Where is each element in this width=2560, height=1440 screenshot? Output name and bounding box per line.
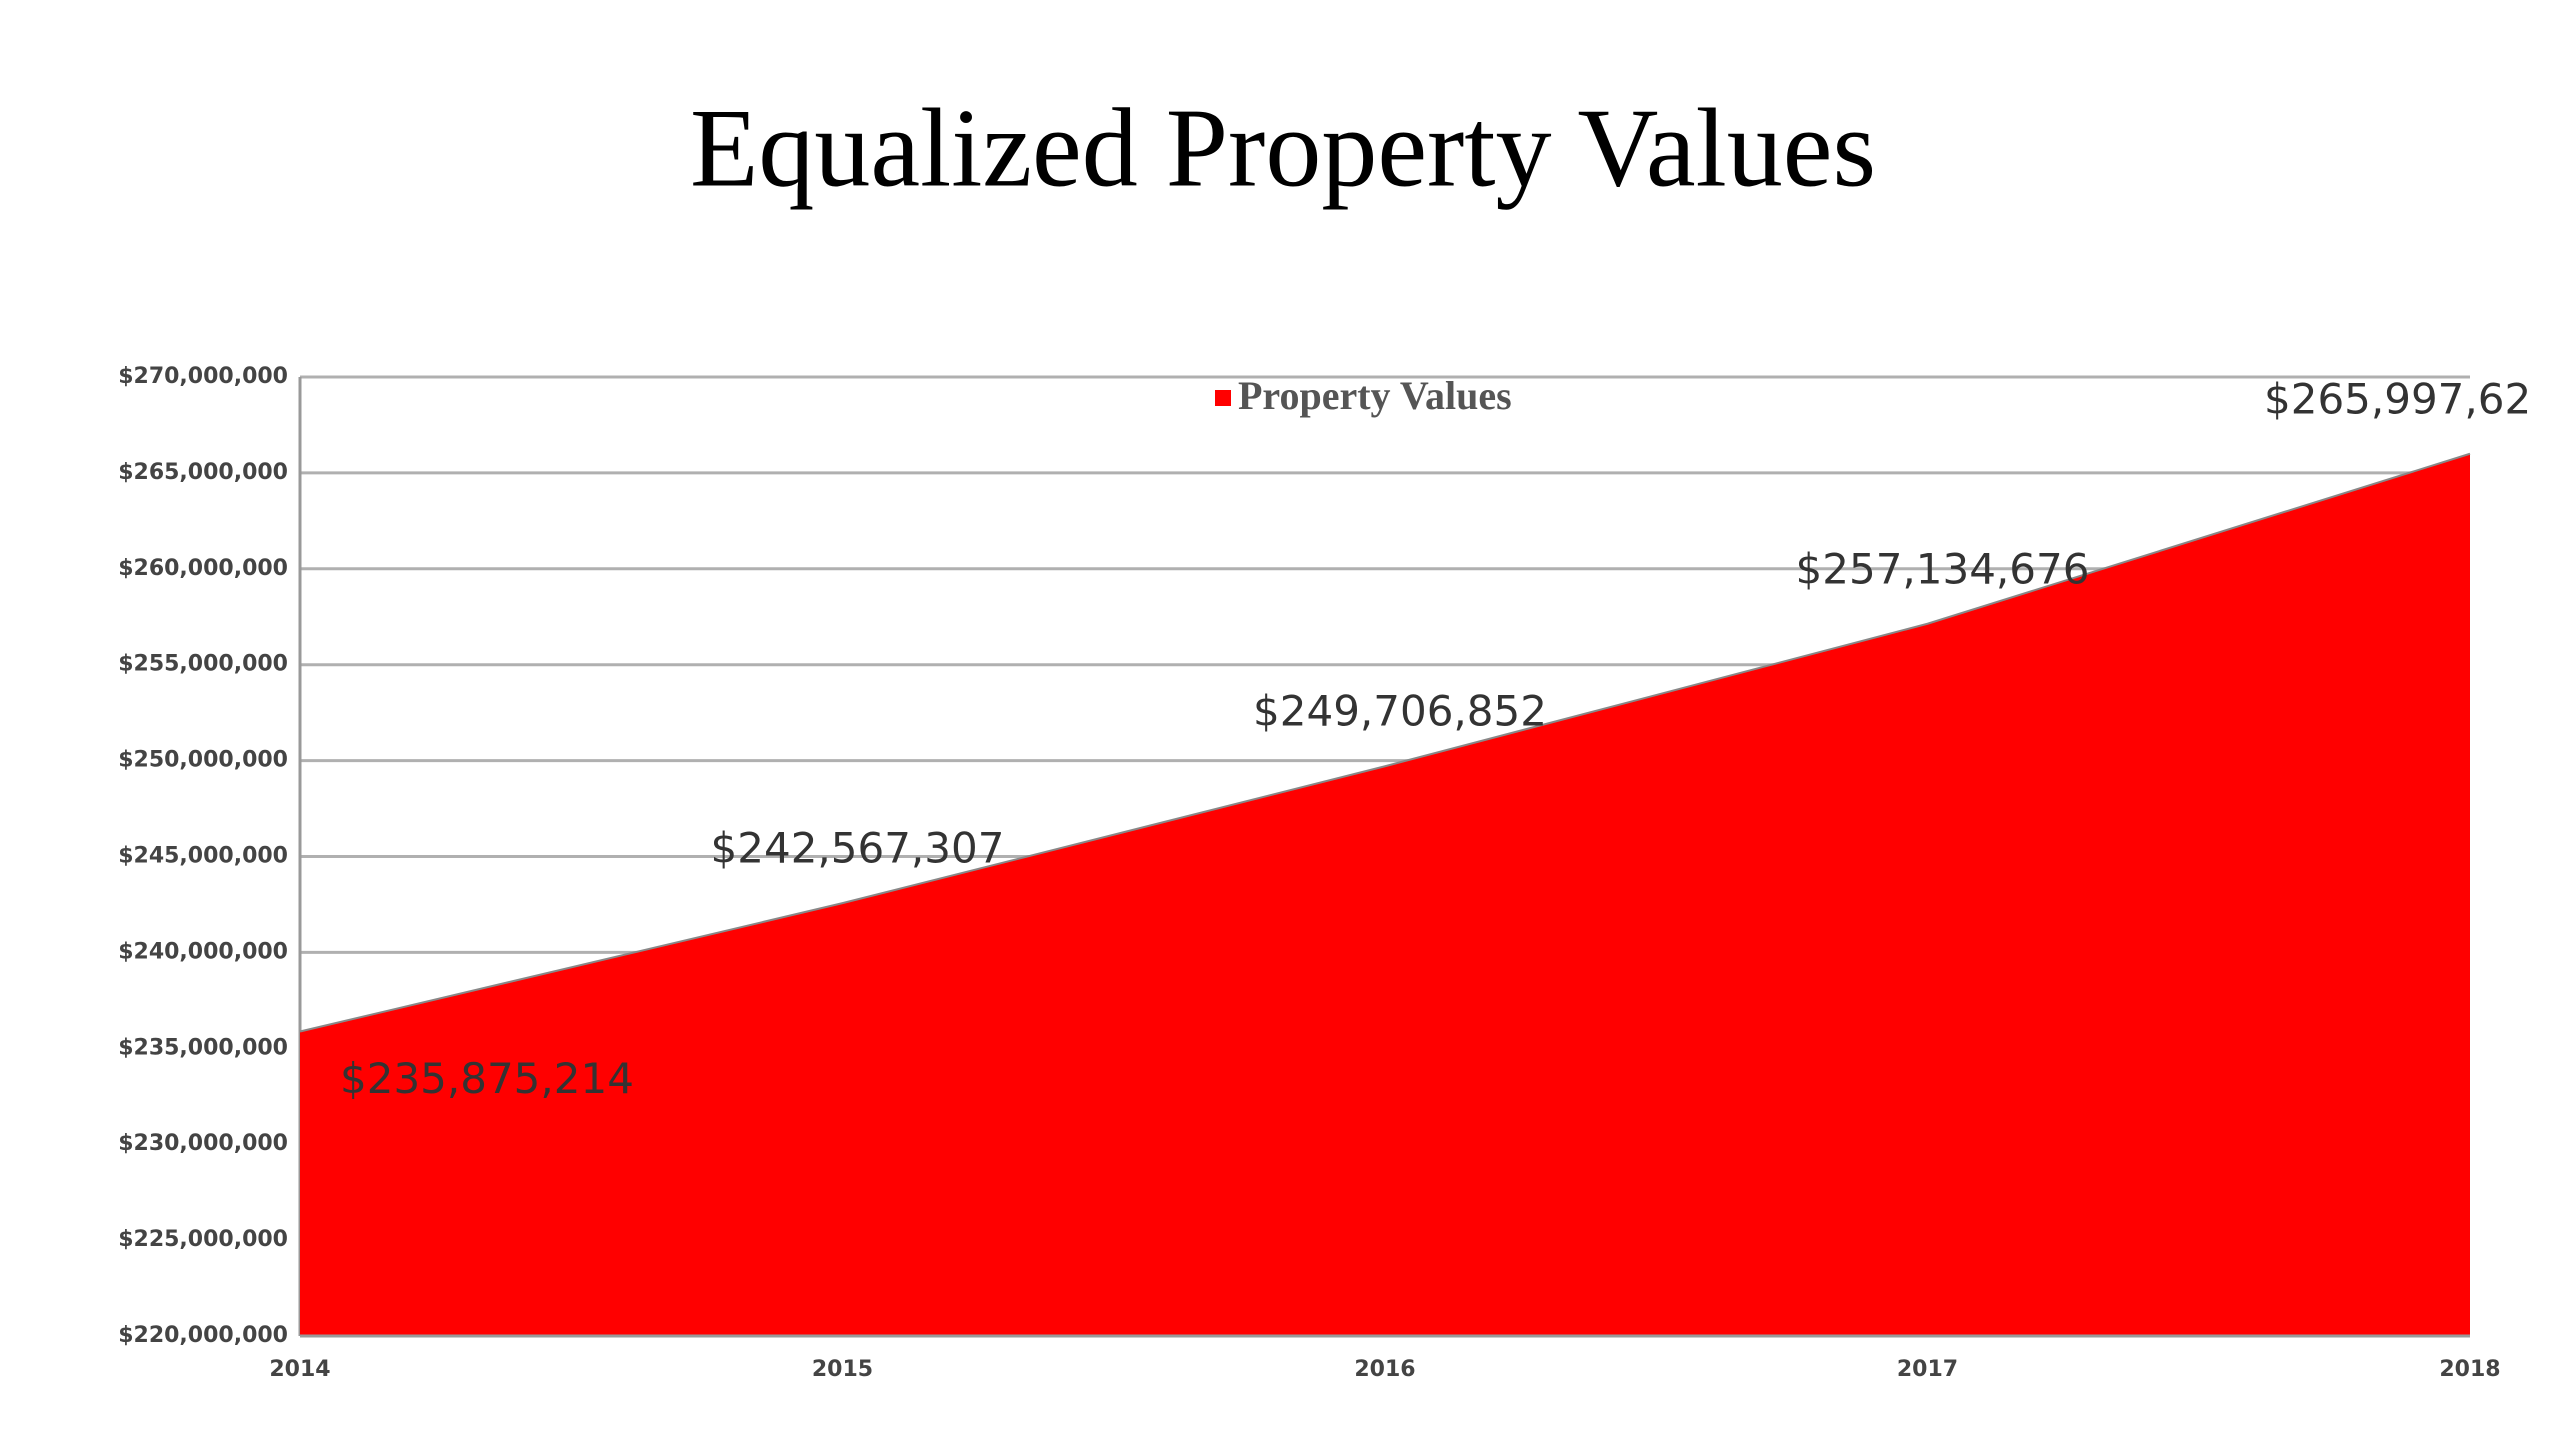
x-tick-label: 2014 xyxy=(269,1357,330,1382)
y-tick-label: $245,000,000 xyxy=(118,844,288,869)
y-tick-label: $260,000,000 xyxy=(118,556,288,581)
data-label: $265,997,62 xyxy=(2264,374,2531,423)
x-tick-label: 2018 xyxy=(2439,1357,2500,1382)
data-label: $242,567,307 xyxy=(711,824,1005,873)
x-tick-label: 2017 xyxy=(1897,1357,1958,1382)
y-tick-label: $230,000,000 xyxy=(118,1131,288,1156)
y-tick-label: $265,000,000 xyxy=(118,460,288,485)
y-tick-label: $220,000,000 xyxy=(118,1323,288,1348)
data-label: $235,875,214 xyxy=(340,1054,634,1103)
y-tick-label: $240,000,000 xyxy=(118,939,288,964)
y-tick-label: $270,000,000 xyxy=(118,364,288,389)
chart-title: Equalized Property Values xyxy=(690,87,1876,211)
x-tick-label: 2016 xyxy=(1354,1357,1415,1382)
data-label: $249,706,852 xyxy=(1253,687,1547,736)
y-tick-label: $225,000,000 xyxy=(118,1227,288,1252)
legend-swatch xyxy=(1215,390,1231,406)
data-label: $257,134,676 xyxy=(1796,544,2090,593)
y-tick-label: $250,000,000 xyxy=(118,748,288,773)
y-tick-label: $255,000,000 xyxy=(118,652,288,677)
legend-label: Property Values xyxy=(1238,373,1512,418)
area xyxy=(300,453,2470,1337)
y-tick-label: $235,000,000 xyxy=(118,1035,288,1060)
x-tick-label: 2015 xyxy=(812,1357,873,1382)
area-edge xyxy=(299,452,2471,1033)
